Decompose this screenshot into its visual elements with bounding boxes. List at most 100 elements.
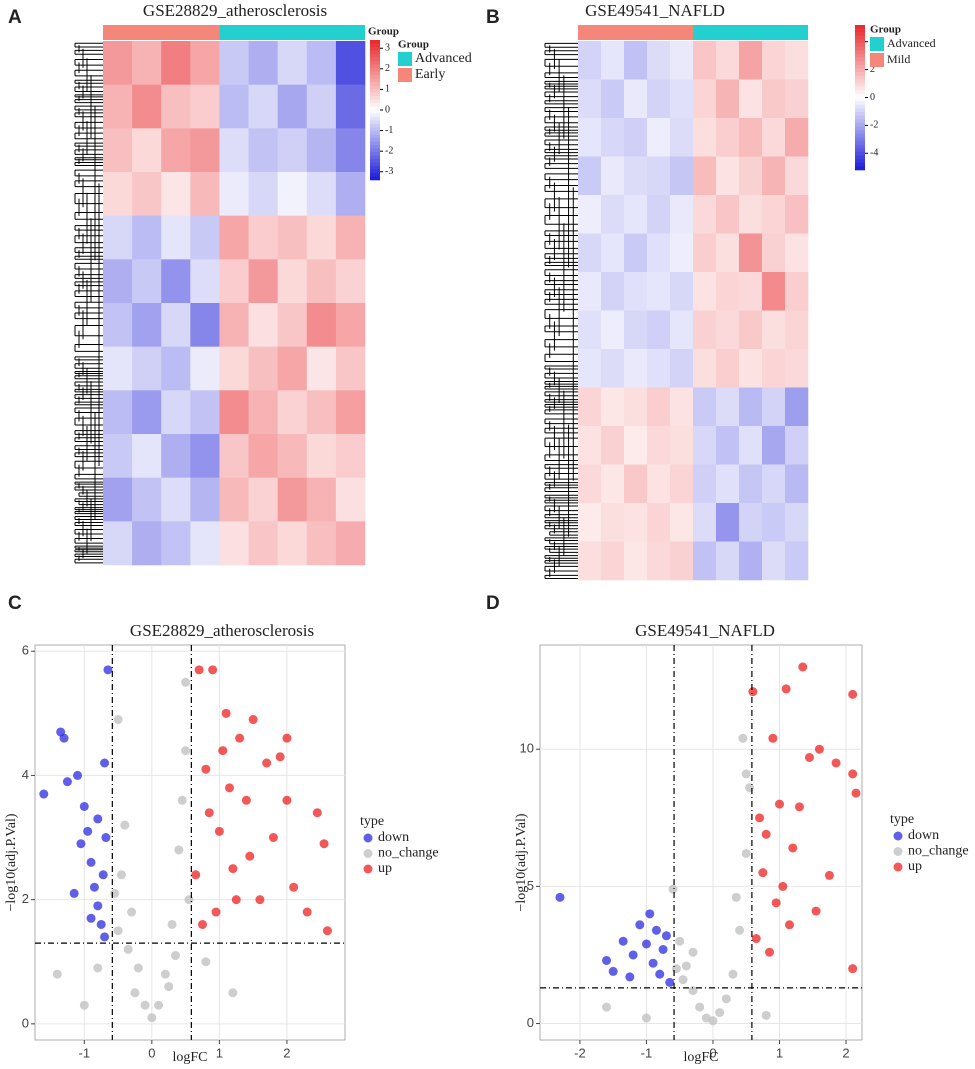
heatmap-cell: [785, 464, 809, 504]
colorbar-segment: [855, 162, 865, 167]
heatmap-cell: [578, 156, 602, 196]
heatmap-cell: [739, 426, 763, 465]
point: [665, 977, 675, 987]
group-annotation: [219, 25, 365, 40]
heatmap-cell: [335, 215, 366, 260]
colorbar-segment: [370, 47, 380, 51]
point: [804, 752, 814, 762]
colorbar-segment: [370, 89, 380, 93]
heatmap-cell: [132, 84, 162, 129]
point: [204, 808, 214, 818]
heatmap-cell: [601, 233, 625, 273]
heatmap-cell: [762, 233, 786, 273]
heatmap-cell: [219, 477, 249, 522]
colorbar-segment: [370, 166, 380, 170]
heatmap-cell: [716, 79, 740, 119]
point: [602, 955, 612, 965]
heatmap-cell: [161, 84, 191, 129]
heatmap-cell: [219, 84, 249, 129]
colorbar-segment: [855, 90, 865, 95]
heatmap-cell: [670, 118, 694, 157]
point: [602, 1002, 612, 1012]
heatmap-cell: [785, 233, 809, 273]
heatmap-cell: [277, 84, 308, 129]
heatmap-cell: [190, 259, 220, 304]
heatmap-cell: [647, 272, 671, 311]
legend-marker: [893, 847, 903, 856]
point: [184, 895, 194, 905]
point: [788, 843, 798, 853]
heatmap-cell: [219, 346, 249, 391]
point: [755, 813, 765, 823]
heatmap-cell: [335, 346, 366, 391]
heatmap-cell: [306, 41, 337, 85]
heatmap-cell: [785, 310, 809, 350]
colorbar-segment: [370, 113, 380, 118]
colorbar-segment: [855, 25, 865, 29]
x-tick-label: 1: [776, 1045, 783, 1060]
point: [811, 906, 821, 916]
point: [69, 888, 79, 898]
heatmap-cell: [219, 390, 249, 435]
heatmap-cell: [103, 172, 133, 216]
heatmap-cell: [624, 464, 648, 504]
colorbar-segment: [855, 119, 865, 124]
heatmap-cell: [670, 233, 694, 273]
heatmap-cell: [762, 156, 786, 196]
point: [655, 969, 665, 979]
point: [177, 795, 187, 805]
heatmap-cell: [670, 541, 694, 581]
point: [794, 802, 804, 812]
heatmap-cell: [624, 195, 648, 234]
group-annotation: [103, 25, 220, 40]
point: [715, 1008, 725, 1018]
point: [208, 665, 218, 675]
x-tick-label: -1: [79, 1045, 91, 1060]
colorbar-segment: [370, 155, 380, 160]
heatmap-cell: [161, 477, 191, 522]
point: [201, 764, 211, 774]
heatmap-cell: [335, 259, 366, 304]
heatmap-cell: [578, 118, 602, 157]
colorbar-segment: [855, 32, 865, 37]
heatmap-cell: [190, 303, 220, 347]
colorbar-segment: [370, 138, 380, 142]
point: [93, 963, 103, 973]
heatmap-cell: [647, 349, 671, 388]
heatmap-cell: [716, 349, 740, 388]
point: [741, 769, 751, 779]
heatmap-cell: [624, 118, 648, 157]
heatmap-cell: [601, 79, 625, 119]
colorbar-segment: [370, 152, 380, 156]
heatmap-cell: [624, 156, 648, 196]
legend-title: type: [360, 814, 384, 829]
point: [628, 950, 638, 960]
heatmap-cell: [693, 118, 717, 157]
point: [688, 986, 698, 996]
heatmap-cell: [739, 541, 763, 581]
heatmap-cell: [248, 172, 278, 216]
point: [100, 758, 110, 768]
heatmap-cell: [132, 303, 162, 347]
heatmap-cell: [716, 541, 740, 581]
point: [100, 932, 110, 942]
point: [282, 795, 292, 805]
point: [98, 870, 108, 880]
heatmap-cell: [693, 272, 717, 311]
colorbar-segment: [370, 127, 380, 132]
heatmap-cell: [716, 503, 740, 542]
y-tick-label: 6: [22, 643, 29, 658]
heatmap-cell: [161, 303, 191, 347]
heatmap-cell: [670, 349, 694, 388]
point: [798, 662, 808, 672]
heatmap-cell: [716, 118, 740, 157]
colorbar-segment: [370, 169, 380, 174]
heatmap-cell: [578, 349, 602, 388]
point: [289, 882, 299, 892]
heatmap-cell: [103, 259, 133, 304]
colorbar-segment: [855, 155, 865, 160]
colorbar-segment: [855, 75, 865, 80]
heatmap-cell: [335, 434, 366, 478]
heatmap-cell: [693, 464, 717, 504]
